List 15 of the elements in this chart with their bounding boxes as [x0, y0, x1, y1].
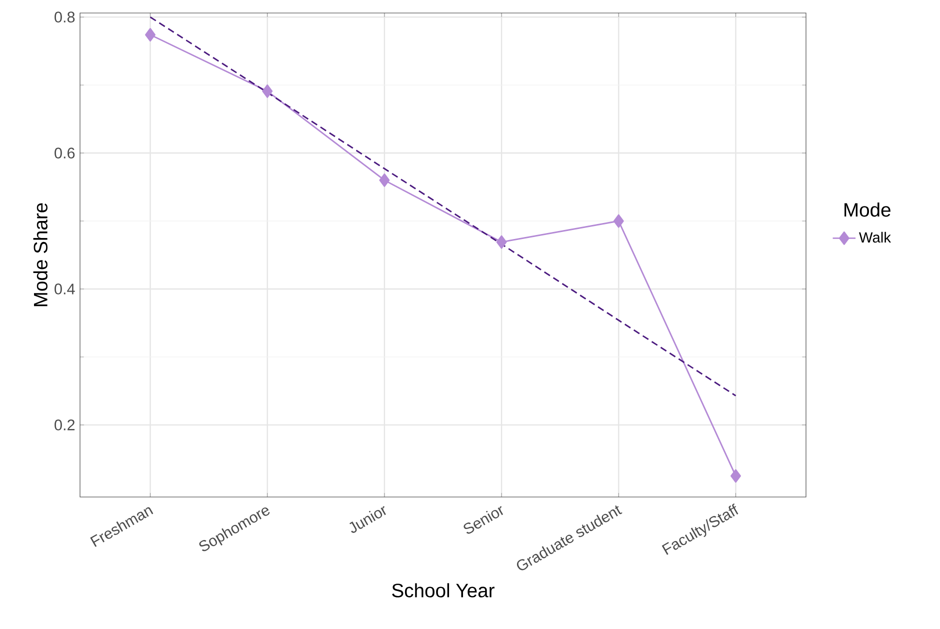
x-axis-title: School Year	[392, 583, 494, 598]
legend-label: Walk	[858, 232, 892, 243]
point	[379, 173, 390, 187]
y-tick-label: 0.4	[54, 284, 75, 294]
legend-title: Mode	[844, 202, 890, 217]
y-tick-label: 0.6	[54, 148, 75, 158]
point	[496, 235, 507, 249]
y-tick-label: 0.8	[54, 12, 75, 23]
point	[730, 469, 741, 483]
point	[262, 84, 273, 98]
point	[613, 214, 624, 228]
point	[145, 28, 156, 42]
line-series	[150, 16, 736, 396]
y-axis-title: Mode Share	[33, 203, 48, 306]
y-tick-label: 0.2	[54, 420, 75, 430]
